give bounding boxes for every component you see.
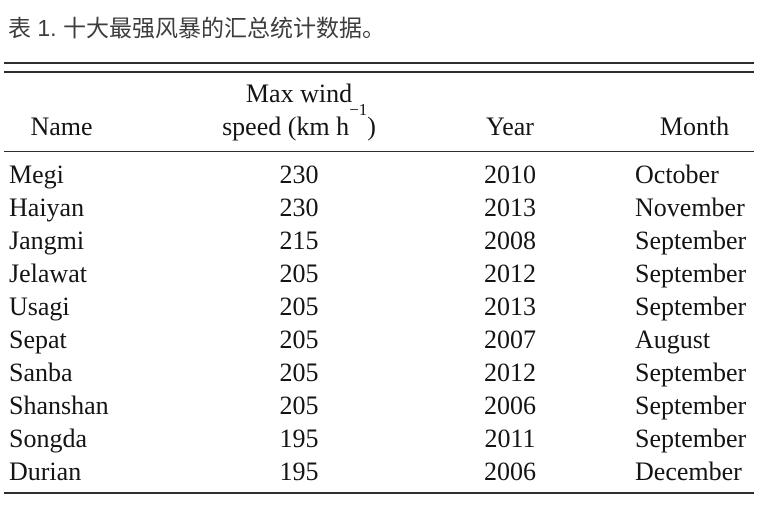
cell-year: 2006 <box>484 457 536 486</box>
cell-year: 2012 <box>484 358 536 387</box>
table-row: Songda 195 2011 September <box>4 422 754 455</box>
table-row: Usagi 205 2013 September <box>4 290 754 323</box>
table-row: Sanba 205 2012 September <box>4 356 754 389</box>
cell-month: November <box>635 193 745 222</box>
cell-month: August <box>635 325 711 354</box>
cell-month: September <box>635 358 747 387</box>
header-max-wind-speed: Max wind speed (km h−1) <box>119 73 479 152</box>
cell-month: September <box>635 226 747 255</box>
header-unit-superscript: −1 <box>349 100 368 120</box>
cell-name: Sepat <box>9 325 67 354</box>
header-max-wind-line1: Max wind <box>245 79 353 108</box>
cell-speed: 205 <box>279 292 319 321</box>
cell-speed: 215 <box>279 226 319 255</box>
cell-month: September <box>635 292 747 321</box>
table-row: Jangmi 215 2008 September <box>4 224 754 257</box>
table-row: Durian 195 2006 December <box>4 455 754 493</box>
header-unit-suffix: ) <box>367 112 376 141</box>
cell-name: Shanshan <box>9 391 109 420</box>
table-row: Shanshan 205 2006 September <box>4 389 754 422</box>
cell-name: Haiyan <box>9 193 85 222</box>
cell-year: 2008 <box>484 226 536 255</box>
cell-speed: 205 <box>279 358 319 387</box>
header-year: Year <box>486 112 534 141</box>
cell-year: 2013 <box>484 193 536 222</box>
cell-month: September <box>635 391 747 420</box>
table-body: Megi 230 2010 October Haiyan 230 2013 No… <box>4 152 754 494</box>
cell-speed: 205 <box>279 325 319 354</box>
storm-summary-table: Name Max wind speed (km h−1) Year Month … <box>4 73 754 494</box>
cell-name: Jelawat <box>9 259 87 288</box>
header-unit-prefix: speed (km h <box>222 112 350 141</box>
cell-name: Songda <box>9 424 87 453</box>
cell-speed: 205 <box>279 259 319 288</box>
top-double-rule <box>4 62 754 73</box>
cell-month: October <box>635 160 719 189</box>
cell-year: 2011 <box>484 424 536 453</box>
table-row: Sepat 205 2007 August <box>4 323 754 356</box>
cell-name: Jangmi <box>9 226 85 255</box>
cell-name: Usagi <box>9 292 70 321</box>
cell-speed: 230 <box>279 160 319 189</box>
table-row: Megi 230 2010 October <box>4 152 754 192</box>
header-max-wind-line2: speed (km h−1) <box>119 101 479 143</box>
table-row: Jelawat 205 2012 September <box>4 257 754 290</box>
table-row: Haiyan 230 2013 November <box>4 191 754 224</box>
cell-month: September <box>635 424 747 453</box>
header-month: Month <box>659 112 730 141</box>
cell-year: 2007 <box>484 325 536 354</box>
cell-name: Durian <box>9 457 82 486</box>
cell-speed: 205 <box>279 391 319 420</box>
cell-year: 2012 <box>484 259 536 288</box>
table-caption: 表 1. 十大最强风暴的汇总统计数据。 <box>8 15 385 41</box>
cell-name: Megi <box>9 160 64 189</box>
cell-year: 2010 <box>484 160 536 189</box>
cell-month: December <box>635 457 742 486</box>
cell-month: September <box>635 259 747 288</box>
cell-speed: 195 <box>279 457 319 486</box>
cell-year: 2013 <box>484 292 536 321</box>
header-name: Name <box>30 112 93 141</box>
cell-speed: 230 <box>279 193 319 222</box>
table-header-row: Name Max wind speed (km h−1) Year Month <box>4 73 754 152</box>
cell-year: 2006 <box>484 391 536 420</box>
cell-speed: 195 <box>279 424 319 453</box>
cell-name: Sanba <box>9 358 73 387</box>
